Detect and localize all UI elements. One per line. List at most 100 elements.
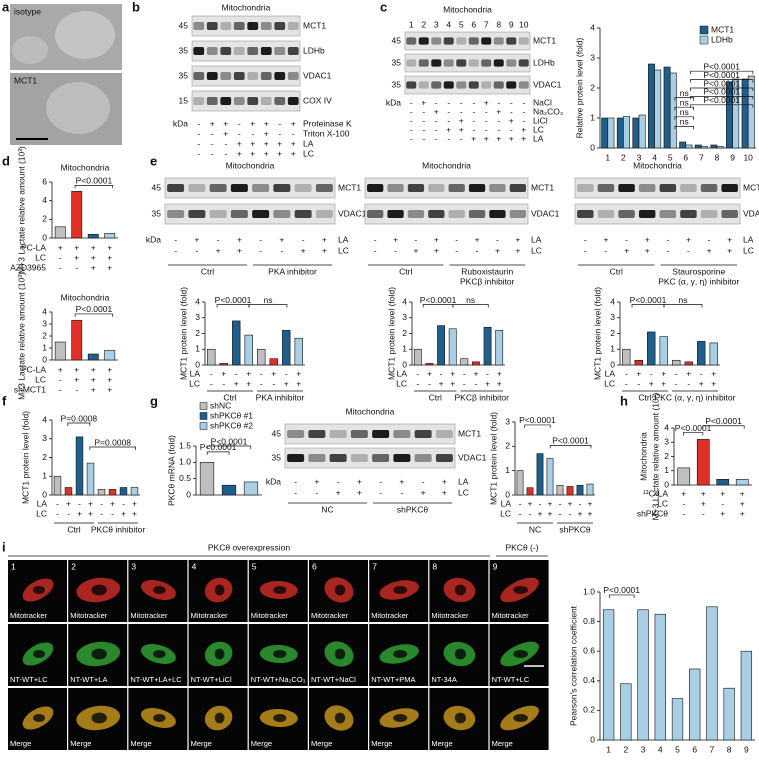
y-axis-label: M+3 Lactate relative amount (10³)	[16, 272, 26, 400]
treatment-sign: +	[264, 118, 269, 128]
treatment-sign: +	[223, 128, 228, 138]
nucleus	[454, 712, 466, 724]
treatment-sign: +	[707, 245, 712, 255]
y-tick-label: 2	[590, 82, 595, 92]
image-label: NT-34A	[431, 675, 456, 684]
treatment-label: LC	[458, 487, 469, 497]
nucleus	[513, 649, 528, 659]
bar	[601, 117, 609, 149]
treatment-sign: +	[277, 148, 282, 158]
bar	[269, 358, 278, 366]
bar	[623, 116, 630, 149]
treatment-sign: -	[278, 118, 281, 128]
image-label: Merge	[431, 739, 452, 748]
significance-label: ns	[679, 295, 688, 305]
treatment-sign: +	[485, 378, 490, 388]
treatment-sign: +	[91, 374, 96, 384]
bar	[516, 470, 524, 496]
micrograph-feature	[12, 36, 48, 64]
blot-band	[700, 210, 718, 218]
treatment-label: shMCT1	[14, 384, 46, 394]
band-label: MCT1	[458, 428, 481, 438]
blot-band	[414, 430, 432, 438]
band-label: LDHb	[533, 57, 555, 67]
treatment-sign: +	[74, 252, 79, 262]
treatment-sign: +	[291, 138, 296, 148]
treatment-sign: -	[222, 378, 225, 388]
bar	[64, 487, 73, 496]
significance-label: ns	[680, 88, 689, 98]
bar	[648, 63, 655, 149]
blot-band	[468, 37, 479, 45]
band-label: MCT1	[303, 20, 326, 30]
treatment-sign: +	[528, 498, 533, 508]
panel-letter: a	[2, 0, 10, 14]
blot-band	[406, 81, 417, 89]
image-label: Mitotracker	[431, 611, 469, 620]
image-number: 5	[252, 561, 257, 571]
band-label: VDAC1	[458, 452, 487, 462]
mw-marker: 45	[272, 428, 282, 438]
treatment-sign: -	[75, 384, 78, 394]
blot-band	[329, 430, 347, 438]
band-label: MCT1	[533, 35, 556, 45]
y-tick-label: 1	[195, 344, 200, 354]
group-label: PKC (α, γ, η) inhibitor	[658, 276, 739, 286]
treatment-sign: -	[519, 508, 522, 518]
blot-band	[252, 210, 270, 218]
blot-band	[493, 59, 504, 67]
x-tick-label: 9	[730, 152, 735, 162]
bar	[54, 226, 66, 239]
image-label: Mitotracker	[371, 611, 409, 620]
treatment-sign: +	[279, 234, 284, 244]
nucleus	[393, 713, 408, 723]
treatment-label: LC	[533, 124, 544, 134]
treatment-sign: +	[88, 498, 93, 508]
treatment-sign: +	[578, 508, 583, 518]
chart-title: Mitochondria	[61, 292, 110, 302]
bar	[696, 439, 710, 486]
lane-number: 10	[519, 19, 529, 29]
image-label: Mitotracker	[70, 611, 108, 620]
treatment-sign: -	[410, 106, 413, 116]
image-number: 2	[71, 561, 76, 571]
treatment-sign: +	[296, 378, 301, 388]
panel-letter: e	[150, 153, 157, 168]
treatment-label: LA	[37, 498, 48, 508]
panel-letter: g	[150, 393, 158, 408]
significance-label: P<0.0001	[703, 61, 740, 71]
treatment-sign: -	[522, 106, 525, 116]
treatment-sign: -	[486, 368, 489, 378]
group-label: Ctrl	[67, 524, 80, 534]
treatment-sign: -	[415, 234, 418, 244]
significance-bracket	[549, 445, 592, 449]
treatment-sign: +	[661, 378, 666, 388]
treatment-sign: -	[238, 128, 241, 138]
treatment-sign: -	[422, 106, 425, 116]
nucleus	[153, 585, 166, 595]
blot-band	[393, 454, 411, 462]
blot-band	[506, 81, 517, 89]
blot-band	[260, 97, 272, 105]
blot-strip	[191, 90, 301, 112]
treatment-sign: +	[484, 97, 489, 107]
treatment-sign: +	[450, 368, 455, 378]
treatment-sign: +	[264, 138, 269, 148]
x-tick-label: 1	[606, 744, 611, 754]
treatment-sign: -	[374, 234, 377, 244]
treatment-sign: +	[74, 242, 79, 252]
blot-strip	[164, 177, 336, 199]
blot-band	[659, 210, 677, 218]
treatment-sign: -	[260, 378, 263, 388]
treatment-sign: +	[271, 368, 276, 378]
panel-letter: c	[380, 0, 387, 14]
blot-band	[618, 184, 635, 192]
bar	[472, 361, 480, 366]
y-axis-label: MCT1 protein level (fold)	[592, 287, 602, 380]
treatment-sign: -	[650, 368, 653, 378]
blot-band	[308, 430, 326, 438]
y-tick-label: 3	[610, 312, 615, 322]
bar	[669, 72, 677, 149]
bar	[741, 78, 749, 149]
treatment-sign: -	[416, 368, 419, 378]
